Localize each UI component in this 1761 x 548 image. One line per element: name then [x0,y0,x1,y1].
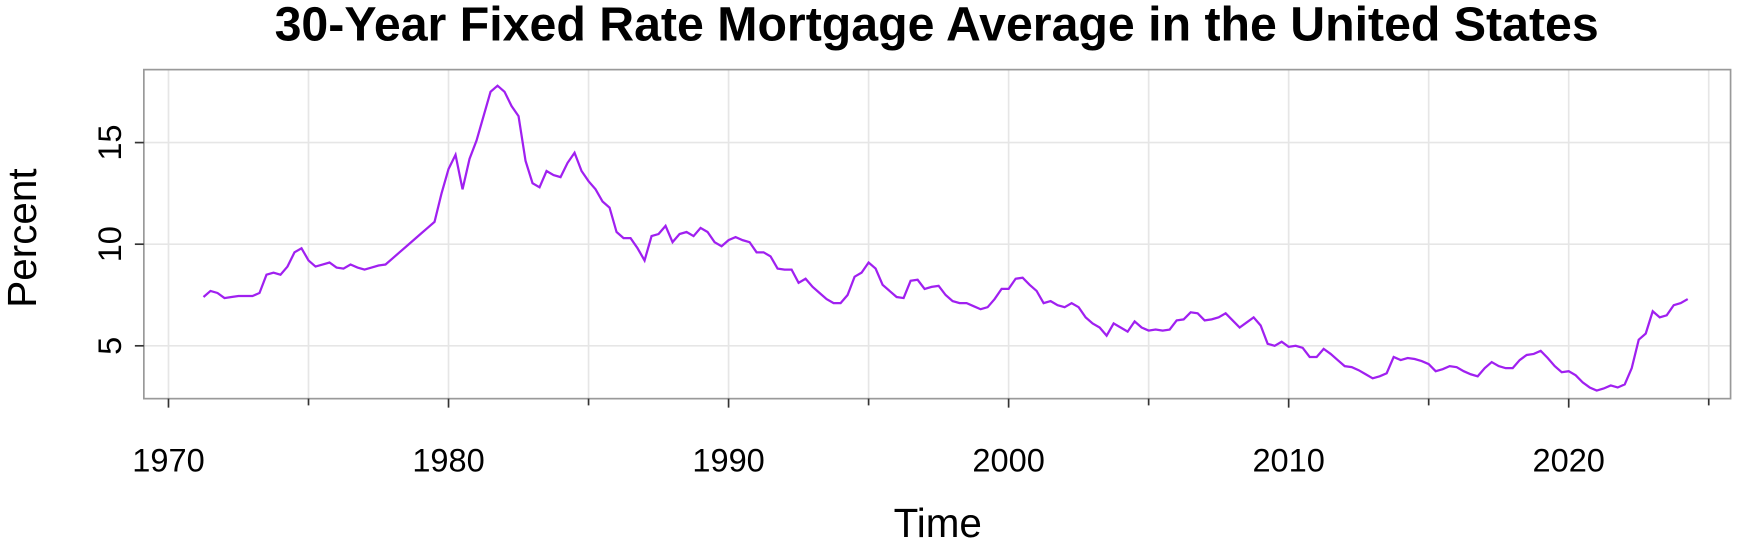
y-tick-label: 5 [92,337,128,355]
plot-border [143,68,1732,400]
x-tick-label: 1970 [132,443,204,479]
x-tick-label: 1990 [692,443,764,479]
y-axis-label: Percent [0,168,45,307]
x-tick-label: 1980 [412,443,484,479]
x-tick-label: 2000 [972,443,1044,479]
y-tick-label: 15 [92,124,128,160]
x-tick-label: 2010 [1252,443,1324,479]
y-tick-label: 10 [92,226,128,262]
chart-title: 30-Year Fixed Rate Mortgage Average in t… [275,0,1599,51]
x-tick-label: 2020 [1533,443,1605,479]
data-line [202,84,1689,392]
x-axis-label: Time [894,500,982,546]
